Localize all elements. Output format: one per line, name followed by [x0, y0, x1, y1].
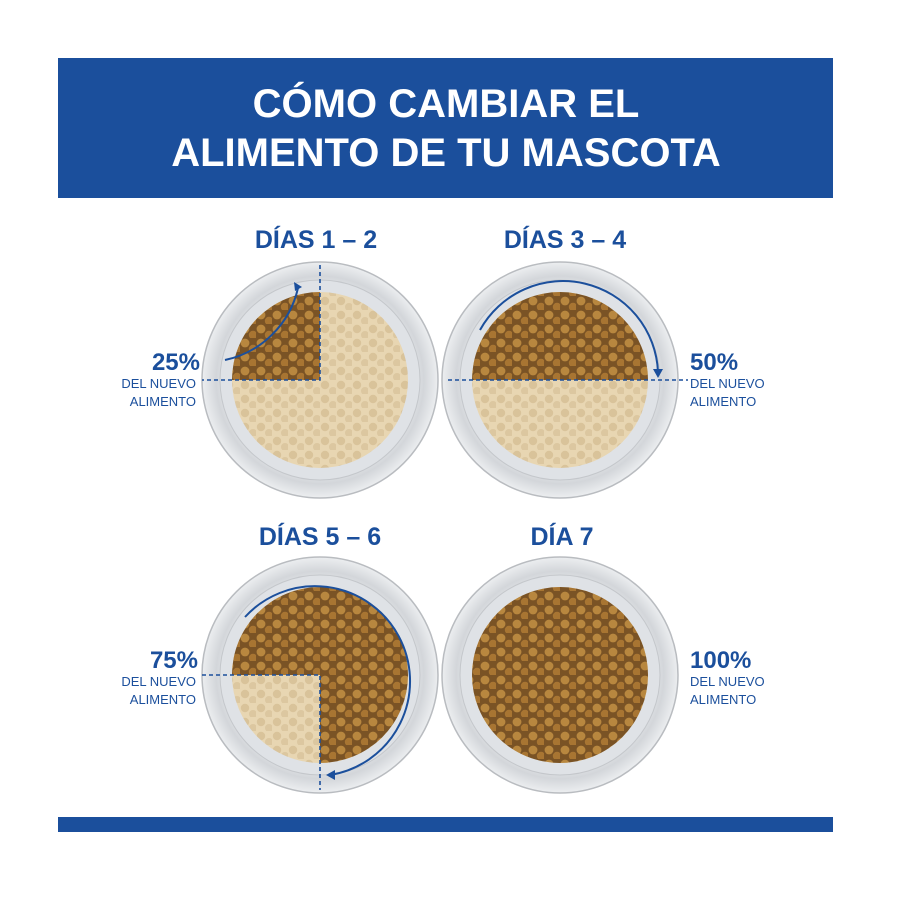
title-line: CÓMO CAMBIAR EL: [253, 80, 640, 126]
percent-label: DEL NUEVO: [121, 674, 196, 689]
percent: 75%: [150, 647, 198, 674]
percent-label: ALIMENTO: [130, 692, 196, 707]
footer-bar: [58, 817, 833, 832]
panel-title: DÍAS 3 – 4: [504, 225, 626, 254]
percent: 50%: [690, 349, 738, 376]
header-bar: [58, 58, 833, 198]
percent-label: DEL NUEVO: [121, 376, 196, 391]
panel-title: DÍA 7: [531, 522, 594, 551]
percent-label: DEL NUEVO: [690, 376, 765, 391]
percent: 25%: [152, 349, 200, 376]
bowl: [201, 556, 439, 794]
percent-label: ALIMENTO: [690, 394, 756, 409]
panel-title: DÍAS 5 – 6: [259, 522, 381, 551]
bowl: [201, 261, 439, 499]
bowl: [441, 261, 688, 499]
percent: 100%: [690, 647, 751, 674]
percent-label: DEL NUEVO: [690, 674, 765, 689]
panel-title: DÍAS 1 – 2: [255, 225, 377, 254]
percent-label: ALIMENTO: [130, 394, 196, 409]
title-line: ALIMENTO DE TU MASCOTA: [171, 131, 721, 175]
percent-label: ALIMENTO: [690, 692, 756, 707]
bowl: [441, 556, 679, 794]
